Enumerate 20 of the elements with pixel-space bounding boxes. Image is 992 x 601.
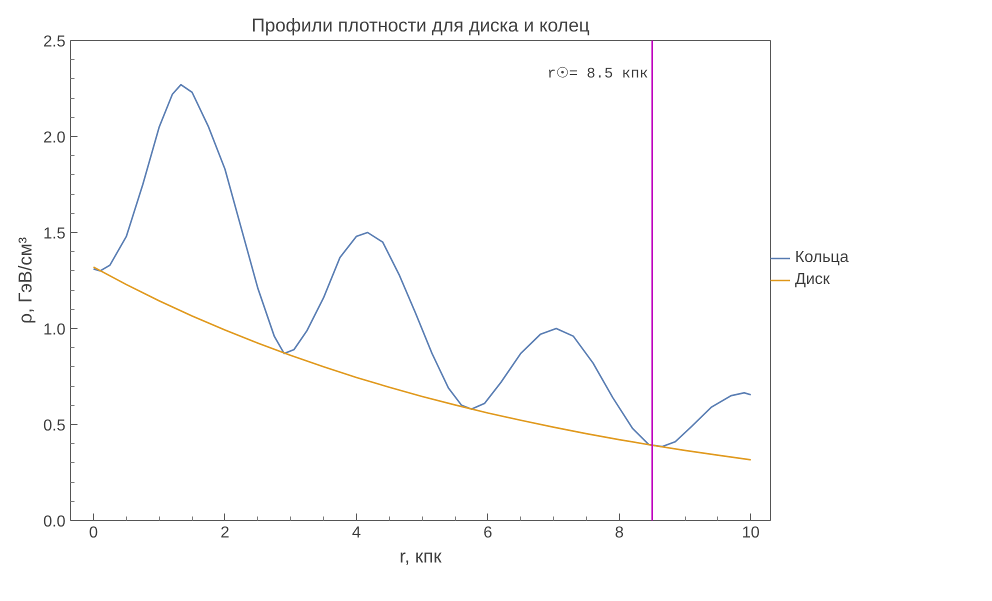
y-tick-label: 1.5 bbox=[43, 226, 66, 242]
legend-label: Диск bbox=[795, 271, 830, 289]
x-tick-label: 10 bbox=[742, 524, 760, 542]
y-tick-label: 2.5 bbox=[43, 34, 66, 50]
x-tick-label: 8 bbox=[614, 524, 624, 542]
legend-label: Кольца bbox=[795, 249, 849, 267]
line-series bbox=[92, 266, 752, 461]
x-tick-label: 0 bbox=[89, 524, 98, 542]
ref-line-label: r☉= 8.5 кпк bbox=[547, 66, 648, 82]
x-axis-title: r, кпк bbox=[400, 546, 442, 566]
chart-title: Профили плотности для диска и колец bbox=[252, 14, 590, 36]
y-tick-label: 0.0 bbox=[43, 514, 66, 530]
y-tick-label: 0.5 bbox=[43, 418, 66, 434]
y-tick-label: 2.0 bbox=[43, 130, 66, 146]
line-series bbox=[92, 84, 752, 448]
y-axis-title: ρ, ГэВ/см³ bbox=[14, 237, 36, 324]
x-tick-label: 6 bbox=[483, 524, 492, 542]
x-tick-label: 4 bbox=[352, 524, 361, 542]
y-tick-label: 1.0 bbox=[43, 322, 66, 338]
x-tick-label: 2 bbox=[220, 524, 230, 542]
